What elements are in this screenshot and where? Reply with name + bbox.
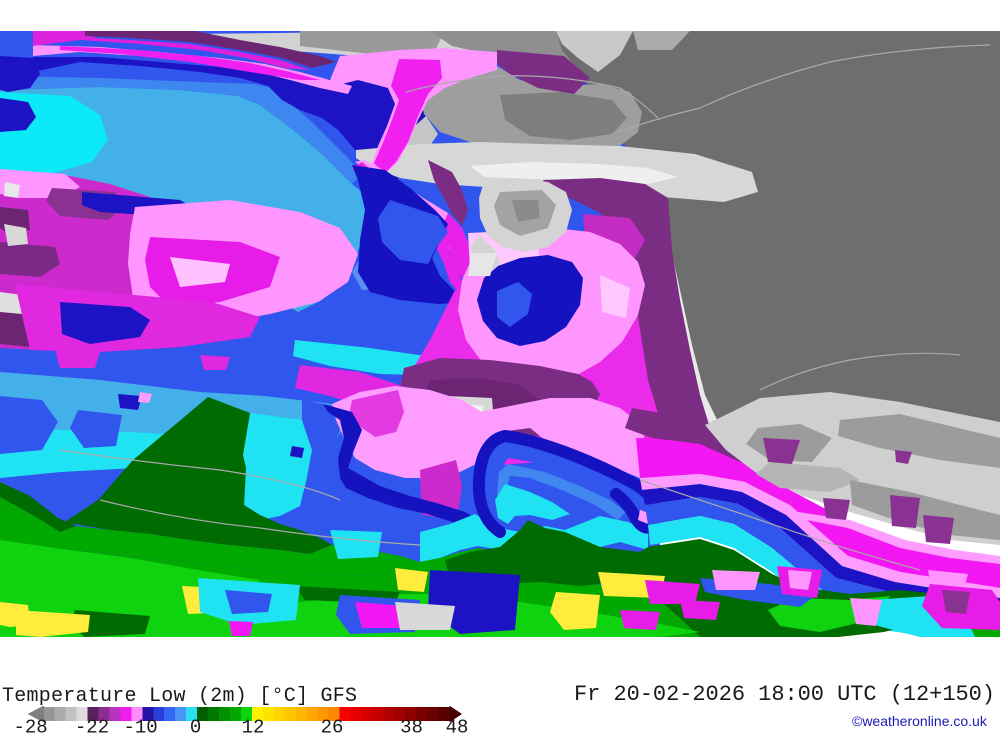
svg-text:-10: -10 [123,717,157,733]
svg-text:Fr 20-02-2026 18:00 UTC (12+15: Fr 20-02-2026 18:00 UTC (12+150) [574,682,995,707]
svg-text:38: 38 [400,717,423,733]
svg-text:12: 12 [242,717,265,733]
svg-text:©weatheronline.co.uk: ©weatheronline.co.uk [852,713,988,729]
svg-text:48: 48 [446,717,469,733]
svg-text:-28: -28 [13,717,47,733]
svg-text:Temperature Low (2m) [°C] GFS: Temperature Low (2m) [°C] GFS [2,685,357,708]
svg-text:0: 0 [190,717,201,733]
svg-text:-22: -22 [75,717,109,733]
svg-text:26: 26 [321,717,344,733]
